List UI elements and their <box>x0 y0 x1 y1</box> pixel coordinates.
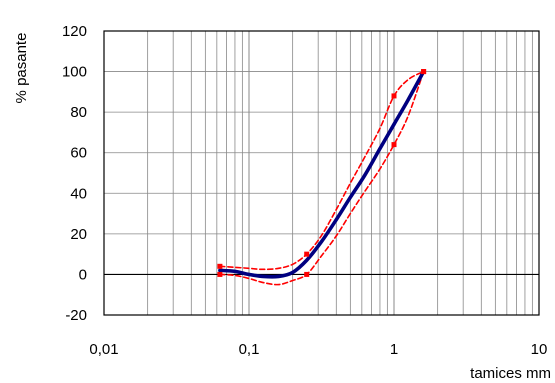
y-tick-label: 60 <box>70 145 87 162</box>
x-tick-label: 0,01 <box>89 341 118 358</box>
grid <box>104 31 539 315</box>
envelope-point <box>304 272 309 277</box>
plot-frame <box>104 31 539 315</box>
y-tick-label: 80 <box>70 104 87 121</box>
y-tick-labels: -20 0 20 40 60 80 100 120 <box>62 23 87 324</box>
y-tick-label: -20 <box>65 307 87 324</box>
x-tick-label: 1 <box>390 341 398 358</box>
y-tick-label: 120 <box>62 23 87 40</box>
envelope-point <box>217 264 222 269</box>
envelope-point <box>392 93 397 98</box>
y-tick-label: 100 <box>62 64 87 81</box>
envelope-line <box>220 72 424 285</box>
envelope-point <box>304 252 309 257</box>
x-tick-label: 0,1 <box>239 341 260 358</box>
x-tick-label: 10 <box>531 341 548 358</box>
envelope-point <box>392 142 397 147</box>
y-axis-title: % pasante <box>13 33 30 104</box>
envelope-point <box>421 69 426 74</box>
x-axis-title: tamices mm <box>470 365 551 382</box>
y-tick-label: 40 <box>70 185 87 202</box>
grading-curve-line <box>220 72 424 277</box>
envelope-point <box>217 272 222 277</box>
x-tick-labels: 0,01 0,1 1 10 <box>89 341 547 358</box>
y-tick-label: 0 <box>79 266 87 283</box>
y-tick-label: 20 <box>70 226 87 243</box>
